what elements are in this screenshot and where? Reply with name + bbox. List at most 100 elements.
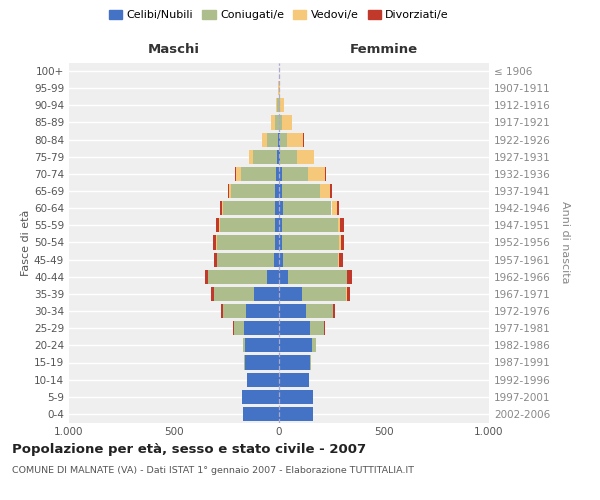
Bar: [279, 287, 302, 301]
Bar: [253, 150, 277, 164]
Bar: [245, 356, 279, 370]
Bar: [279, 201, 283, 215]
Bar: [312, 338, 316, 352]
Bar: [308, 167, 325, 181]
Bar: [277, 98, 279, 112]
Bar: [280, 132, 287, 146]
Bar: [288, 270, 347, 284]
Bar: [279, 167, 281, 181]
Bar: [283, 252, 338, 266]
Bar: [279, 321, 310, 335]
Text: Maschi: Maschi: [148, 42, 200, 56]
Bar: [279, 270, 288, 284]
Bar: [242, 390, 279, 404]
Bar: [279, 304, 306, 318]
Bar: [279, 390, 313, 404]
Text: COMUNE DI MALNATE (VA) - Dati ISTAT 1° gennaio 2007 - Elaborazione TUTTITALIA.IT: COMUNE DI MALNATE (VA) - Dati ISTAT 1° g…: [12, 466, 414, 475]
Bar: [243, 407, 279, 421]
Bar: [208, 270, 267, 284]
Bar: [280, 150, 297, 164]
Bar: [250, 150, 253, 164]
Bar: [275, 218, 279, 232]
Bar: [333, 304, 335, 318]
Bar: [271, 116, 275, 130]
Bar: [279, 184, 282, 198]
Bar: [279, 372, 309, 386]
Bar: [241, 167, 277, 181]
Bar: [243, 338, 245, 352]
Bar: [279, 98, 280, 112]
Bar: [245, 338, 279, 352]
Legend: Celibi/Nubili, Coniugati/e, Vedovi/e, Divorziati/e: Celibi/Nubili, Coniugati/e, Vedovi/e, Di…: [104, 6, 454, 25]
Bar: [214, 287, 254, 301]
Bar: [302, 287, 346, 301]
Bar: [281, 116, 292, 130]
Bar: [214, 236, 217, 250]
Y-axis label: Anni di nascita: Anni di nascita: [560, 201, 570, 284]
Bar: [347, 270, 352, 284]
Bar: [277, 167, 279, 181]
Bar: [281, 167, 308, 181]
Bar: [278, 132, 279, 146]
Bar: [275, 116, 278, 130]
Bar: [338, 252, 339, 266]
Bar: [347, 287, 350, 301]
Bar: [262, 132, 267, 146]
Bar: [279, 356, 310, 370]
Y-axis label: Fasce di età: Fasce di età: [21, 210, 31, 276]
Bar: [338, 218, 340, 232]
Bar: [331, 184, 332, 198]
Bar: [244, 321, 279, 335]
Bar: [340, 218, 344, 232]
Bar: [275, 184, 279, 198]
Bar: [279, 252, 283, 266]
Bar: [287, 132, 303, 146]
Bar: [235, 167, 236, 181]
Bar: [222, 201, 223, 215]
Bar: [279, 338, 312, 352]
Bar: [221, 304, 223, 318]
Bar: [297, 150, 314, 164]
Bar: [233, 321, 244, 335]
Bar: [279, 407, 313, 421]
Bar: [247, 304, 279, 318]
Bar: [279, 132, 280, 146]
Bar: [283, 218, 338, 232]
Bar: [211, 287, 214, 301]
Bar: [340, 236, 341, 250]
Bar: [283, 236, 340, 250]
Bar: [217, 236, 275, 250]
Bar: [280, 116, 281, 130]
Bar: [306, 304, 333, 318]
Bar: [220, 218, 275, 232]
Text: Popolazione per età, sesso e stato civile - 2007: Popolazione per età, sesso e stato civil…: [12, 442, 366, 456]
Bar: [279, 218, 283, 232]
Bar: [282, 184, 320, 198]
Bar: [279, 236, 283, 250]
Bar: [236, 167, 241, 181]
Bar: [320, 184, 331, 198]
Bar: [325, 167, 326, 181]
Bar: [205, 270, 208, 284]
Bar: [267, 132, 278, 146]
Bar: [223, 201, 275, 215]
Bar: [310, 321, 325, 335]
Bar: [275, 201, 279, 215]
Bar: [274, 252, 279, 266]
Bar: [231, 184, 275, 198]
Bar: [254, 287, 279, 301]
Bar: [339, 252, 343, 266]
Bar: [229, 184, 231, 198]
Bar: [220, 201, 222, 215]
Bar: [216, 218, 219, 232]
Bar: [223, 304, 247, 318]
Bar: [214, 252, 217, 266]
Bar: [283, 201, 331, 215]
Bar: [247, 372, 279, 386]
Bar: [276, 98, 277, 112]
Bar: [228, 184, 229, 198]
Bar: [275, 236, 279, 250]
Bar: [341, 236, 344, 250]
Bar: [267, 270, 279, 284]
Bar: [277, 150, 279, 164]
